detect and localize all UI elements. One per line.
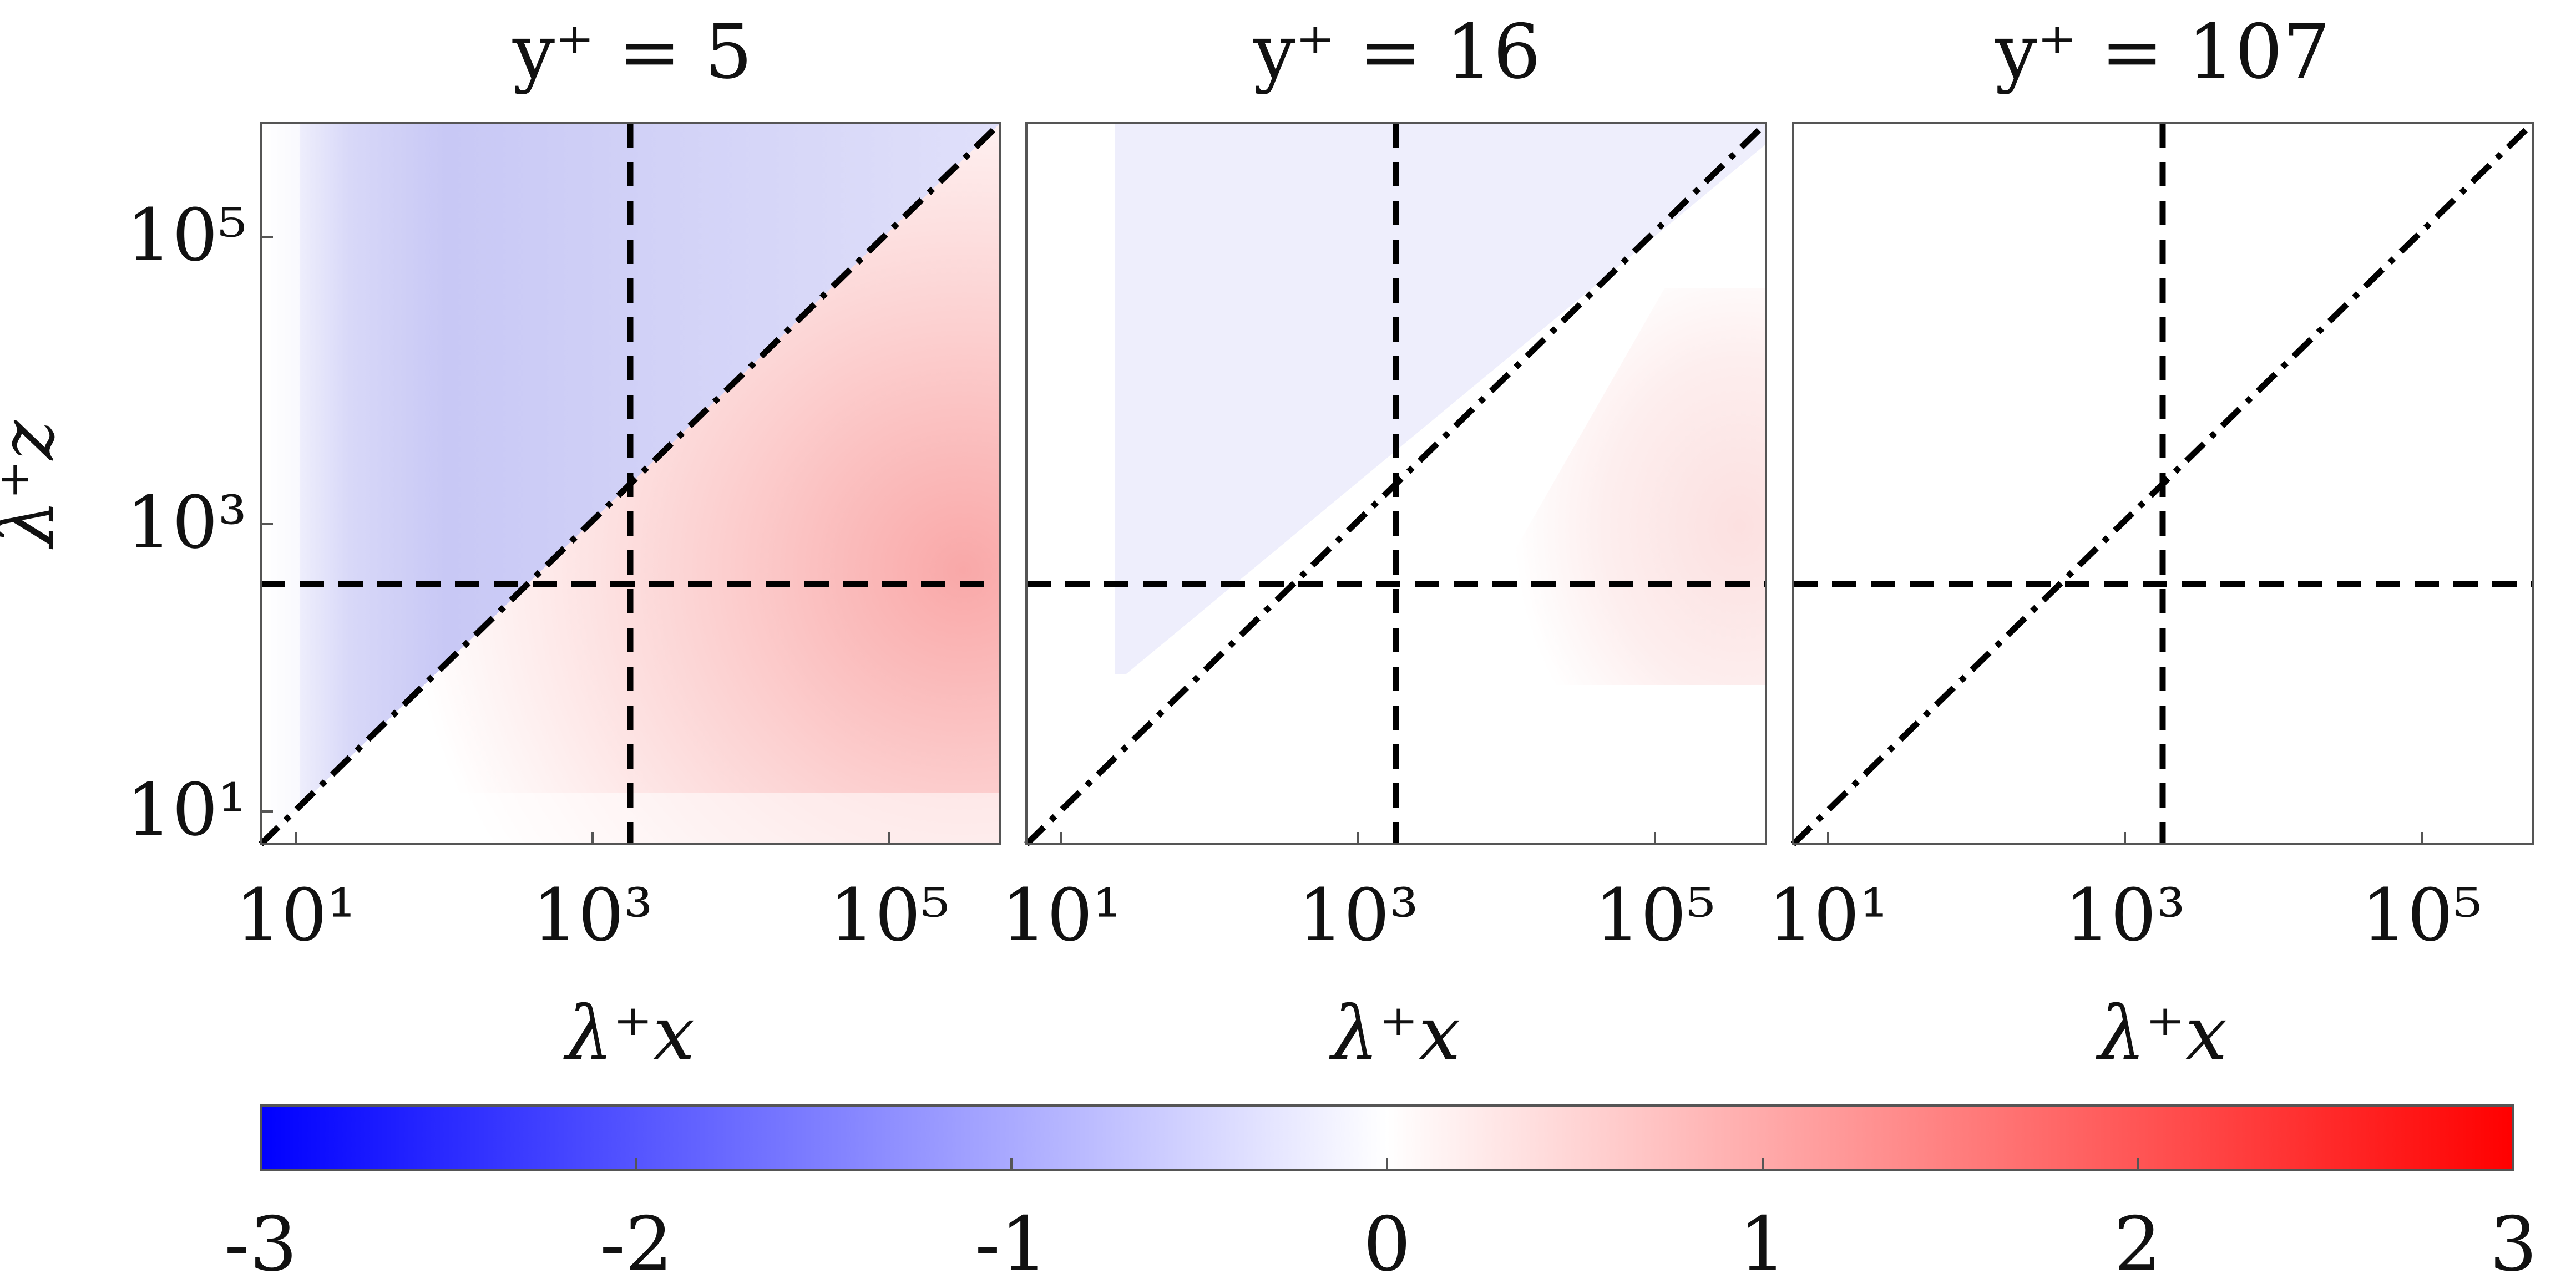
colorbar-tick-label: 1 <box>1739 1201 1787 1284</box>
plot-frame <box>1792 122 2534 845</box>
x-tick-label: 10³ <box>1298 873 1419 957</box>
x-tick-label: 10⁵ <box>829 873 950 957</box>
x-axis-ticks <box>1060 832 1656 844</box>
positive-region-bottom-fade <box>261 793 1000 844</box>
x-axis-label: λ⁺x <box>563 990 695 1077</box>
panel-title: y⁺ = 107 <box>1995 8 2330 95</box>
plot-frame <box>260 122 1001 845</box>
x-axis-label: λ⁺x <box>1329 990 1461 1077</box>
negative-region <box>1115 123 1766 674</box>
x-tick-label: 10³ <box>532 873 653 957</box>
panel-y16: y⁺ = 16 10¹ 10³ 10⁵ λ⁺x <box>1001 8 1768 1077</box>
x-tick-label: 10³ <box>2064 873 2185 957</box>
x-tick-label: 10¹ <box>1768 873 1889 957</box>
x-axis-label: λ⁺x <box>2096 990 2228 1077</box>
y-axis-label: λ⁺z <box>0 420 70 550</box>
colorbar: -3 -2 -1 0 1 2 3 <box>224 1104 2537 1284</box>
colorbar-tick-label: 2 <box>2114 1201 2162 1284</box>
x-tick-label: 10⁵ <box>2361 873 2482 957</box>
panel-title: y⁺ = 5 <box>512 8 752 95</box>
plot-frame <box>1025 122 1767 845</box>
colorbar-tick-label: 0 <box>1363 1201 1411 1284</box>
panel-y5: y⁺ = 5 10¹ 10³ 10⁵ 10¹ 10³ 10⁵ λ⁺x λ⁺z <box>0 8 1003 1077</box>
x-tick-label: 10⁵ <box>1595 873 1715 957</box>
colorbar-tick-label: 3 <box>2489 1201 2537 1284</box>
colorbar-tick-label: -3 <box>224 1201 297 1284</box>
x-axis-ticks <box>295 832 890 844</box>
negative-region-edge-fade <box>261 123 300 844</box>
y-tick-label: 10¹ <box>126 768 247 852</box>
colorbar-ticks <box>635 1158 2139 1170</box>
colorbar-tick-label: -1 <box>975 1201 1048 1284</box>
positive-region <box>1443 288 1766 685</box>
y-axis-ticks <box>261 236 273 813</box>
y-tick-label: 10⁵ <box>126 193 247 277</box>
colorbar-tick-label: -2 <box>600 1201 673 1284</box>
panel-title: y⁺ = 16 <box>1253 8 1541 95</box>
x-tick-label: 10¹ <box>235 873 356 957</box>
panel-y107: y⁺ = 107 10¹ 10³ 10⁵ λ⁺x <box>1768 8 2535 1077</box>
y-tick-label: 10³ <box>126 480 247 565</box>
x-axis-ticks <box>1827 832 2423 844</box>
x-tick-label: 10¹ <box>1001 873 1122 957</box>
